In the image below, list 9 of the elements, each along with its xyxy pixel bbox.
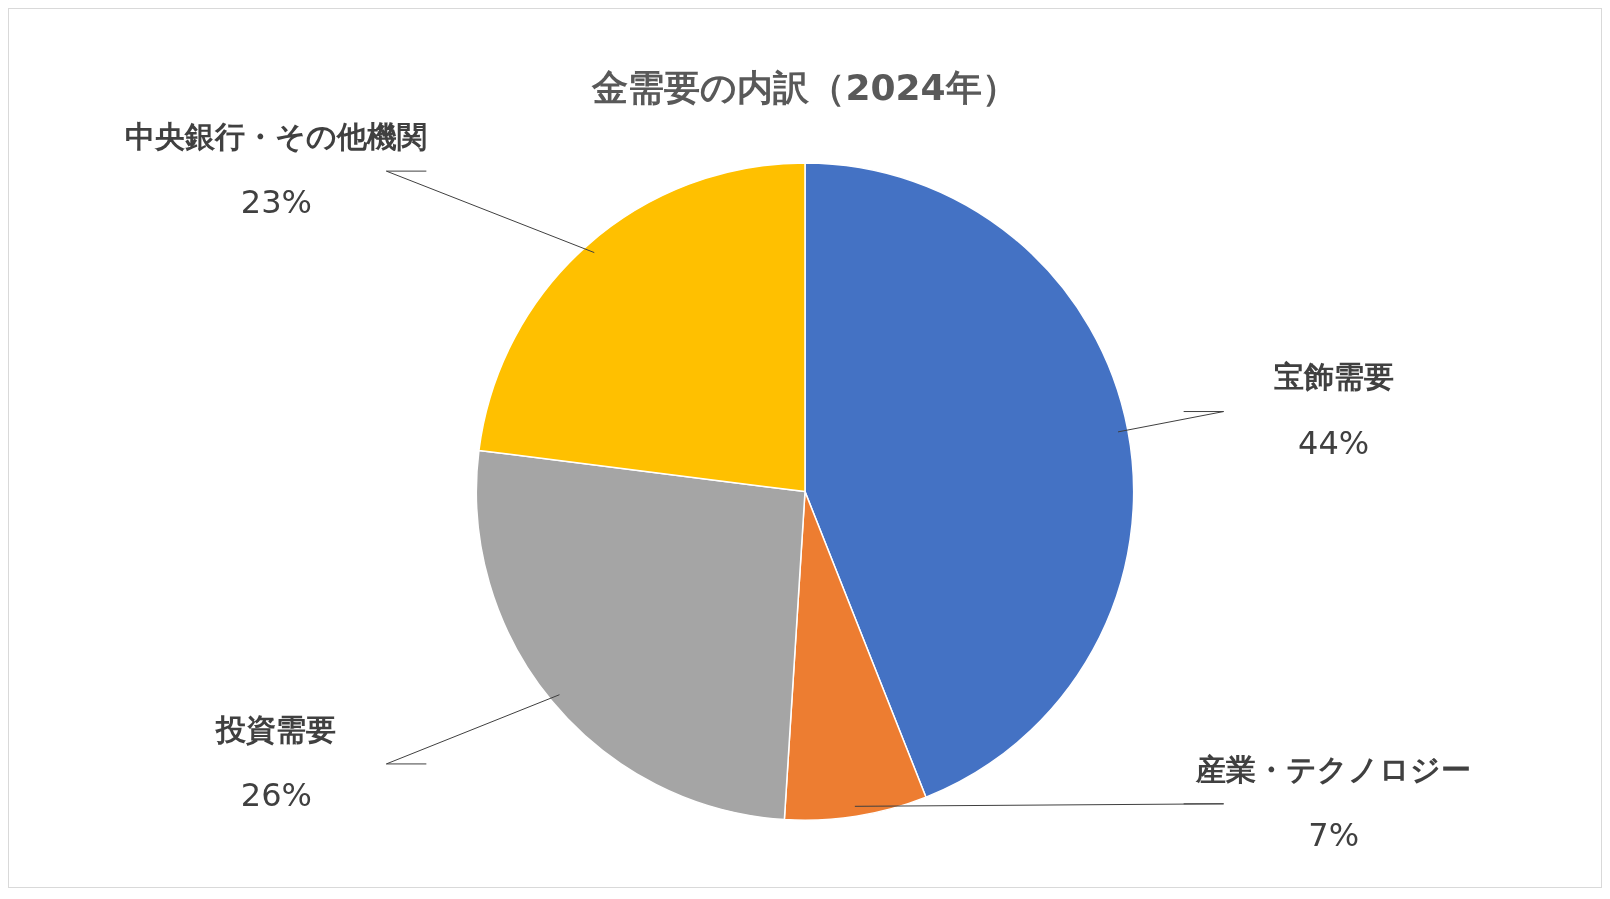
data-label: 7% [1308, 816, 1360, 855]
chart-title: 金需要の内訳（2024年） [591, 66, 1018, 108]
slice-label: 産業・テクノロジー [1195, 751, 1472, 787]
data-label: 23% [240, 183, 312, 222]
slice-label: 中央銀行・その他機関 [125, 118, 428, 154]
slice-label: 宝飾需要 [1273, 359, 1394, 395]
data-label: 26% [240, 776, 312, 815]
data-label: 44% [1298, 423, 1370, 462]
slice-label: 投資需要 [215, 711, 337, 747]
